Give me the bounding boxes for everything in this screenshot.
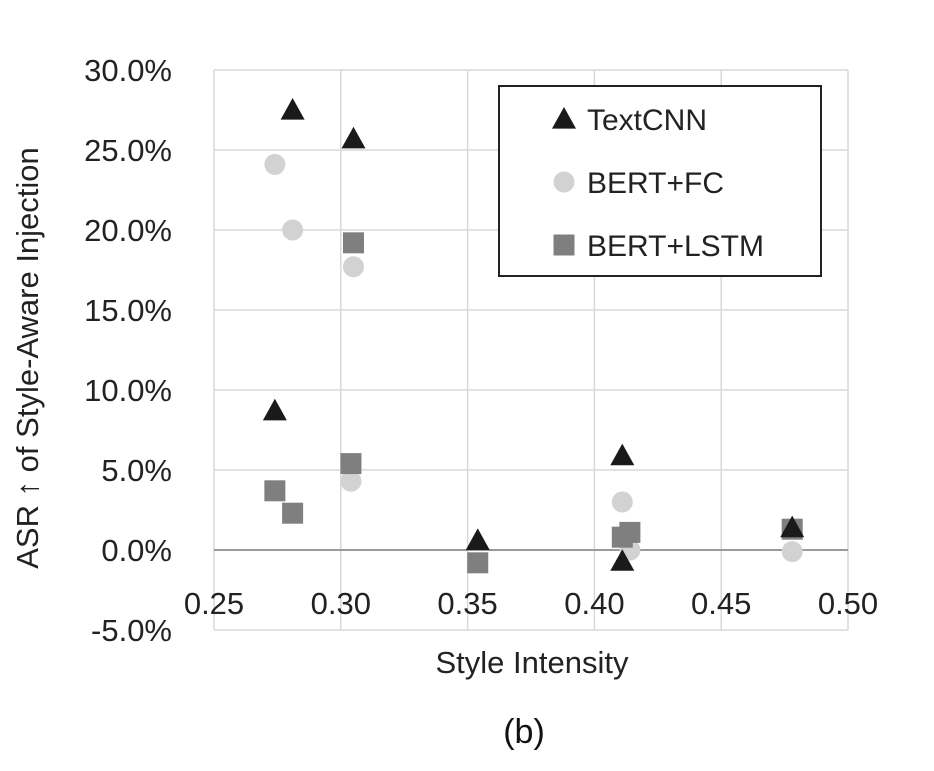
point-bert-fc (340, 470, 362, 492)
point-textcnn (780, 515, 805, 538)
y-tick-label: 0.0% (101, 533, 172, 568)
point-textcnn (610, 443, 635, 466)
point-bert-lstm (282, 502, 304, 524)
x-tick-label: 0.50 (818, 586, 878, 621)
point-bert-fc (611, 491, 633, 513)
point-textcnn (262, 398, 287, 421)
x-axis-title: Style Intensity (436, 645, 629, 680)
point-bert-lstm (340, 453, 362, 475)
figure-caption: (b) (503, 713, 545, 751)
y-tick-label: -5.0% (91, 613, 172, 648)
point-textcnn (341, 126, 366, 149)
y-tick-label: 10.0% (84, 373, 172, 408)
legend-label-bert-lstm: BERT+LSTM (587, 230, 764, 263)
y-axis-title: ASR ↑ of Style-Aware Injection (10, 147, 45, 569)
point-textcnn (610, 549, 635, 571)
data-points (262, 98, 805, 574)
point-textcnn (465, 528, 490, 550)
point-bert-lstm (619, 521, 641, 543)
x-tick-label: 0.45 (691, 586, 751, 621)
legend-marker-bert-fc (553, 171, 575, 193)
y-tick-label: 25.0% (84, 133, 172, 168)
point-bert-fc (342, 256, 364, 278)
point-bert-lstm (467, 552, 489, 574)
y-tick-label: 5.0% (101, 453, 172, 488)
legend: TextCNN BERT+FC BERT+LSTM (498, 85, 822, 277)
x-tick-label: 0.30 (311, 586, 371, 621)
x-axis-tick-labels: 0.25 0.30 0.35 0.40 0.45 0.50 (184, 586, 878, 621)
point-bert-lstm (342, 232, 364, 254)
y-tick-label: 20.0% (84, 213, 172, 248)
point-bert-fc (781, 541, 803, 563)
legend-box (498, 85, 822, 277)
legend-label-bert-fc: BERT+FC (587, 167, 724, 200)
x-tick-label: 0.40 (564, 586, 624, 621)
point-bert-fc (264, 153, 286, 175)
legend-marker-bert-lstm (553, 234, 575, 256)
x-tick-label: 0.25 (184, 586, 244, 621)
point-textcnn (280, 98, 305, 120)
y-tick-label: 30.0% (84, 53, 172, 88)
point-bert-lstm (264, 480, 286, 502)
y-tick-label: 15.0% (84, 293, 172, 328)
legend-label-textcnn: TextCNN (587, 104, 707, 137)
legend-marker-textcnn (552, 107, 576, 129)
x-tick-label: 0.35 (437, 586, 497, 621)
point-bert-fc (282, 219, 304, 241)
y-axis-tick-labels: -5.0% 0.0% 5.0% 10.0% 15.0% 20.0% 25.0% 30.0% (84, 53, 172, 648)
